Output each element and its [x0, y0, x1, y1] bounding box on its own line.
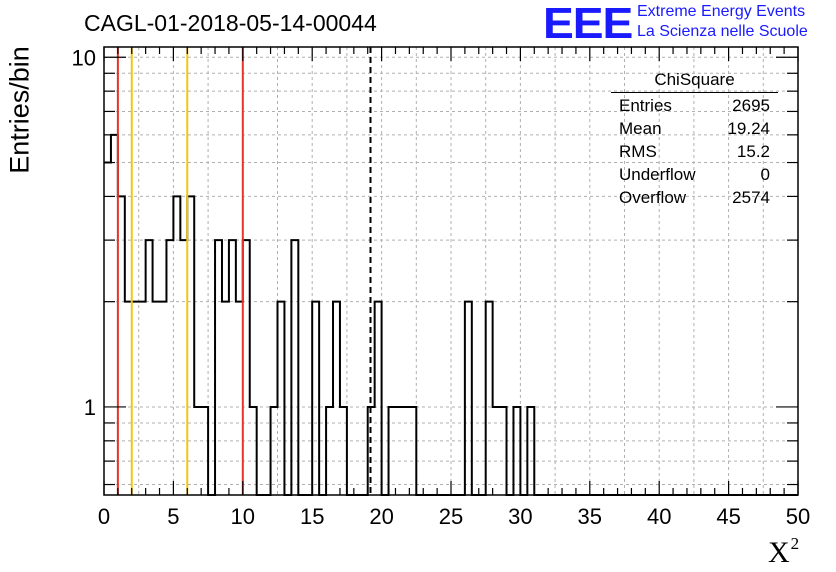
- stats-row-underflow: Underflow 0: [611, 163, 778, 186]
- org-name-line1: Extreme Energy Events: [637, 3, 806, 20]
- stats-value: 15.2: [736, 142, 770, 161]
- stats-row-entries: Entries 2695: [611, 94, 778, 117]
- y-tick-label: 1: [84, 395, 96, 420]
- x-axis-label: X2: [768, 534, 800, 569]
- y-tick-label: 10: [72, 45, 96, 70]
- x-tick-label: 15: [300, 504, 324, 529]
- stats-label: Overflow: [619, 188, 687, 207]
- stats-label: Underflow: [619, 165, 696, 184]
- x-tick-label: 25: [439, 504, 463, 529]
- eee-logo: EEE: [543, 0, 633, 48]
- x-tick-label: 40: [647, 504, 671, 529]
- stats-row-mean: Mean 19.24: [611, 117, 778, 140]
- stats-value: 19.24: [727, 119, 770, 138]
- stats-label: Entries: [619, 96, 672, 115]
- stats-value: 2574: [732, 188, 770, 207]
- stats-value: 2695: [732, 96, 770, 115]
- stats-row-rms: RMS 15.2: [611, 140, 778, 163]
- org-name-line2: La Scienza nelle Scuole: [637, 23, 808, 40]
- x-tick-label: 5: [167, 504, 179, 529]
- x-tick-label: 20: [369, 504, 393, 529]
- y-axis-label: Entries/bin: [4, 46, 35, 174]
- stats-label: RMS: [619, 142, 657, 161]
- x-tick-label: 10: [231, 504, 255, 529]
- chart-title: CAGL-01-2018-05-14-00044: [84, 10, 377, 36]
- x-tick-label: 0: [98, 504, 110, 529]
- stats-box: ChiSquare Entries 2695 Mean 19.24 RMS 15…: [611, 68, 778, 209]
- stats-row-overflow: Overflow 2574: [611, 186, 778, 209]
- stats-title: ChiSquare: [611, 68, 778, 93]
- stats-label: Mean: [619, 119, 662, 138]
- x-tick-label: 35: [578, 504, 602, 529]
- x-tick-label: 50: [786, 504, 810, 529]
- stats-value: 0: [760, 165, 770, 184]
- x-tick-label: 30: [508, 504, 532, 529]
- x-tick-label: 45: [716, 504, 740, 529]
